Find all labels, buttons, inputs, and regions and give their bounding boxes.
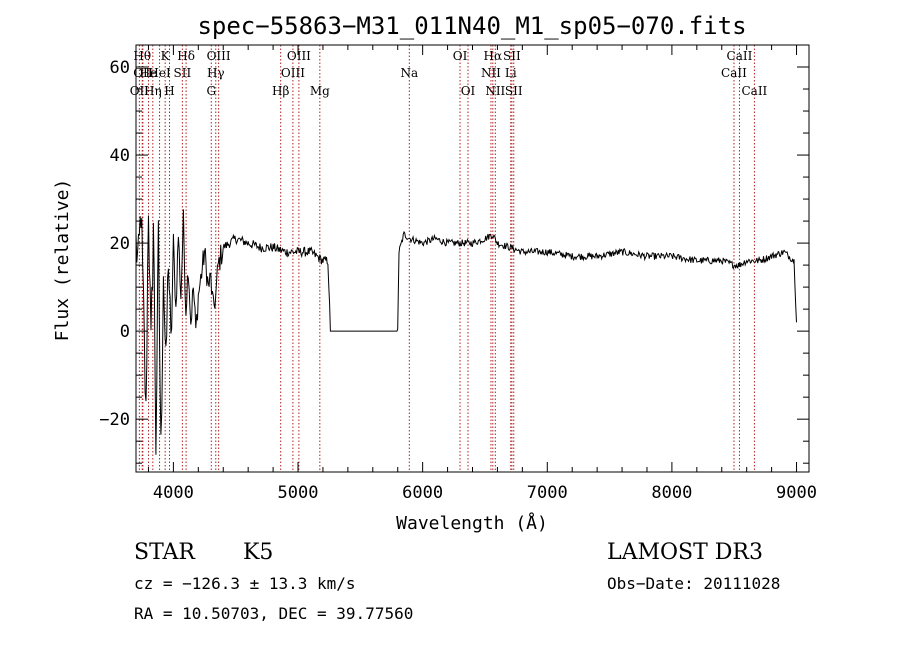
x-tick-label-2: 6000 bbox=[402, 483, 443, 503]
spectrum-line bbox=[135, 209, 797, 455]
line-marker-label-2: OII bbox=[133, 66, 153, 80]
line-marker-label-20: NII bbox=[481, 66, 501, 80]
line-marker-label-16: Mg bbox=[310, 84, 330, 98]
line-marker-label-13: Hβ bbox=[272, 84, 289, 98]
line-marker-label-24: SII bbox=[503, 49, 521, 63]
line-marker-label-28: CaII bbox=[741, 84, 767, 98]
x-tick-label-0: 4000 bbox=[153, 483, 194, 503]
line-marker-label-25: SII bbox=[505, 84, 523, 98]
line-marker-label-4: Hη bbox=[144, 84, 162, 98]
redshift-cz: cz = −126.3 ± 13.3 km/s bbox=[134, 574, 356, 593]
spectral-line-markers bbox=[138, 45, 755, 472]
line-marker-label-10: G bbox=[206, 84, 216, 98]
y-tick-label-0: −20 bbox=[99, 410, 130, 430]
line-marker-label-22: NII bbox=[485, 84, 505, 98]
x-tick-label-1: 5000 bbox=[278, 483, 319, 503]
line-marker-label-6: K bbox=[161, 49, 171, 63]
line-marker-label-14: OIII bbox=[281, 66, 305, 80]
x-axis-label: Wavelength (Å) bbox=[396, 512, 548, 534]
survey-name: LAMOST DR3 bbox=[607, 540, 763, 565]
y-tick-label-3: 40 bbox=[110, 146, 130, 166]
axis-ticks bbox=[136, 45, 809, 472]
x-tick-label-4: 8000 bbox=[651, 483, 692, 503]
line-marker-label-11: Hγ bbox=[207, 66, 225, 80]
coordinates: RA = 10.50703, DEC = 39.77560 bbox=[134, 604, 414, 623]
x-tick-label-3: 7000 bbox=[527, 483, 568, 503]
chart-title: spec−55863−M31_011N40_M1_sp05−070.fits bbox=[197, 12, 746, 40]
line-marker-label-18: OI bbox=[453, 49, 468, 63]
line-marker-label-7: H bbox=[164, 84, 174, 98]
line-marker-label-27: CaII bbox=[727, 49, 753, 63]
x-tick-label-5: 9000 bbox=[776, 483, 817, 503]
line-marker-label-17: Na bbox=[400, 66, 418, 80]
line-marker-label-8: SII bbox=[174, 66, 192, 80]
x-tick-labels: 4000 5000 6000 7000 8000 9000 bbox=[153, 483, 817, 503]
observation-date: Obs−Date: 20111028 bbox=[607, 574, 781, 593]
line-marker-label-15: OIII bbox=[287, 49, 311, 63]
object-class: STAR bbox=[134, 540, 195, 565]
object-subclass: K5 bbox=[243, 540, 274, 565]
y-tick-labels: −20 0 20 40 60 bbox=[99, 58, 130, 430]
y-tick-label-2: 20 bbox=[110, 234, 130, 254]
y-tick-label-1: 0 bbox=[120, 322, 130, 342]
spectral-line-labels: OIIHθOIIHeHηHeIKHSIIHδGHγOIIIHβOIIIOIIIM… bbox=[130, 49, 768, 98]
line-marker-label-19: OI bbox=[461, 84, 476, 98]
line-marker-label-0: OII bbox=[130, 84, 150, 98]
line-marker-label-9: Hδ bbox=[177, 49, 195, 63]
line-marker-label-3: He bbox=[140, 66, 158, 80]
line-marker-label-5: HeI bbox=[148, 66, 171, 80]
y-tick-label-4: 60 bbox=[110, 58, 130, 78]
line-marker-label-1: Hθ bbox=[133, 49, 151, 63]
line-marker-label-21: Hα bbox=[484, 49, 503, 63]
line-marker-label-12: OIII bbox=[207, 49, 231, 63]
line-marker-label-23: Li bbox=[505, 66, 517, 80]
line-marker-label-26: CaII bbox=[721, 66, 747, 80]
y-axis-label: Flux (relative) bbox=[52, 179, 73, 342]
